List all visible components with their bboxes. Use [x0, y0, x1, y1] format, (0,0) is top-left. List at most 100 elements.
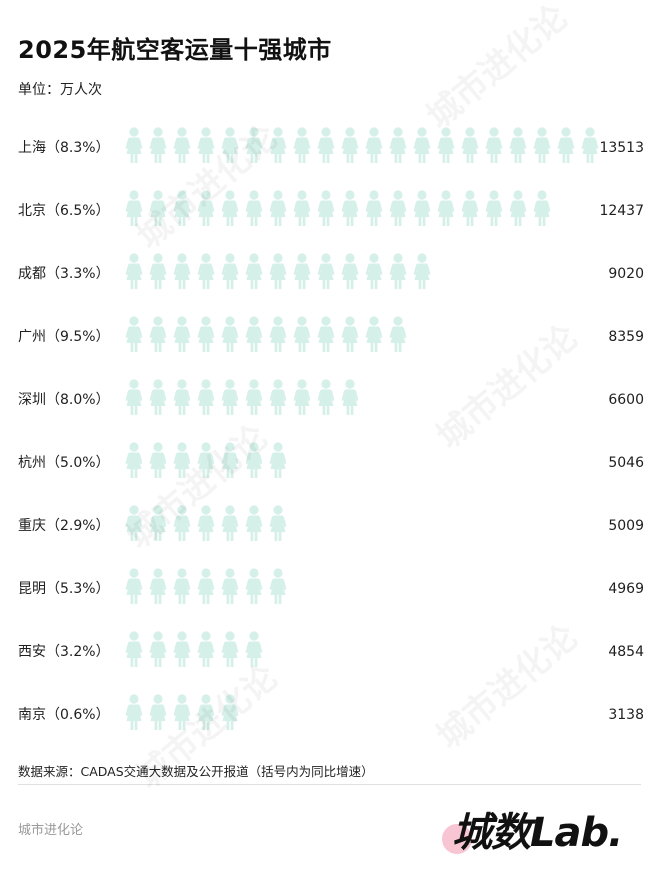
person-icon [269, 316, 287, 352]
person-icon [149, 379, 167, 415]
person-icon [413, 190, 431, 226]
person-icon [269, 442, 287, 478]
category-label: 昆明（5.3%） [18, 581, 110, 597]
person-icon [221, 379, 239, 415]
person-icon [221, 568, 239, 604]
chart-row: 北京（6.5%） 12437 [18, 190, 644, 226]
chart-row: 成都（3.3%） 9020 [18, 253, 644, 289]
person-icon [317, 379, 335, 415]
person-icon [365, 253, 383, 289]
person-icon [197, 631, 215, 667]
person-icon [317, 316, 335, 352]
value-label: 3138 [608, 707, 644, 723]
person-icon [341, 379, 359, 415]
category-label: 深圳（8.0%） [18, 392, 110, 408]
person-icon [533, 127, 551, 163]
person-icon [557, 127, 575, 163]
logo-dot-icon [442, 824, 472, 854]
person-icon [197, 694, 215, 730]
person-icon [125, 442, 143, 478]
person-icon [173, 505, 191, 541]
person-icon [245, 253, 263, 289]
person-icon [149, 568, 167, 604]
category-label: 上海（8.3%） [18, 140, 110, 156]
person-icon [365, 190, 383, 226]
person-icon [293, 127, 311, 163]
person-icon [221, 127, 239, 163]
chart-row: 南京（0.6%） 3138 [18, 694, 644, 730]
person-icon [173, 253, 191, 289]
category-label: 杭州（5.0%） [18, 455, 110, 471]
person-icon [221, 316, 239, 352]
person-icon [197, 505, 215, 541]
person-icon [149, 190, 167, 226]
person-icon [437, 127, 455, 163]
person-icon [245, 316, 263, 352]
person-icon [125, 505, 143, 541]
person-icon [149, 631, 167, 667]
logo-text: 城数Lab. [452, 810, 623, 856]
value-label: 5009 [608, 518, 644, 534]
person-icon [269, 379, 287, 415]
person-icon [461, 127, 479, 163]
value-label: 4854 [608, 644, 644, 660]
person-icon [125, 316, 143, 352]
person-icon [125, 631, 143, 667]
person-icon [389, 316, 407, 352]
person-icon [293, 379, 311, 415]
person-icon [125, 568, 143, 604]
person-icon [173, 631, 191, 667]
unit-label: 单位：万人次 [18, 82, 102, 98]
person-icon [317, 253, 335, 289]
chart-row: 上海（8.3%） 13513 [18, 127, 644, 163]
category-label: 北京（6.5%） [18, 203, 110, 219]
person-icon [173, 568, 191, 604]
person-icon [341, 127, 359, 163]
person-icon [197, 253, 215, 289]
person-icon [197, 442, 215, 478]
chart-row: 重庆（2.9%） 5009 [18, 505, 644, 541]
person-icon [389, 127, 407, 163]
person-icon [293, 253, 311, 289]
person-icon [221, 253, 239, 289]
person-icon [389, 253, 407, 289]
person-icon [149, 316, 167, 352]
value-label: 12437 [599, 203, 644, 219]
chart-row: 西安（3.2%） 4854 [18, 631, 644, 667]
person-icon [269, 127, 287, 163]
chart-row: 深圳（8.0%） 6600 [18, 379, 644, 415]
person-icon [173, 379, 191, 415]
value-label: 5046 [608, 455, 644, 471]
person-icon [509, 127, 527, 163]
value-label: 8359 [608, 329, 644, 345]
divider [18, 784, 641, 785]
person-icon [245, 190, 263, 226]
person-icon [173, 190, 191, 226]
watermark: 城市进化论 [414, 0, 576, 138]
person-icon [245, 568, 263, 604]
lab-logo: 城数Lab. [442, 800, 642, 860]
person-icon [221, 694, 239, 730]
person-icon [269, 505, 287, 541]
value-label: 13513 [599, 140, 644, 156]
person-icon [197, 379, 215, 415]
person-icon [317, 190, 335, 226]
person-icon [149, 505, 167, 541]
person-icon [581, 127, 599, 163]
person-icon [533, 190, 551, 226]
value-label: 9020 [608, 266, 644, 282]
person-icon [269, 253, 287, 289]
value-label: 4969 [608, 581, 644, 597]
chart-row: 广州（9.5%） 8359 [18, 316, 644, 352]
person-icon [125, 127, 143, 163]
person-icon [413, 253, 431, 289]
person-icon [269, 190, 287, 226]
person-icon [197, 568, 215, 604]
brand-name: 城市进化论 [18, 823, 84, 838]
person-icon [245, 379, 263, 415]
person-icon [245, 442, 263, 478]
person-icon [173, 316, 191, 352]
category-label: 西安（3.2%） [18, 644, 110, 660]
person-icon [437, 190, 455, 226]
person-icon [125, 253, 143, 289]
